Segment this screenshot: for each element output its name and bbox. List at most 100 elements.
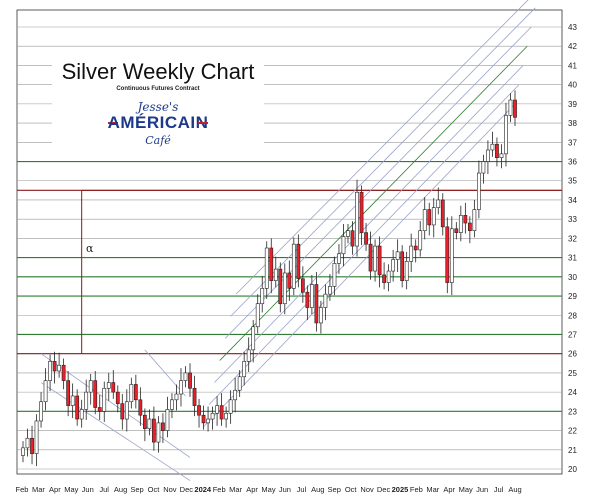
falling-channel-lower — [40, 382, 191, 481]
x-tick-label: Apr — [443, 485, 455, 494]
candle-body — [269, 247, 274, 281]
candle-body — [395, 251, 400, 260]
candle-body — [39, 401, 43, 422]
x-tick-label: Feb — [410, 485, 423, 494]
candle-body — [30, 437, 34, 454]
candle-body — [228, 399, 233, 414]
candle-body — [57, 364, 61, 372]
x-tick-label: Oct — [345, 485, 358, 494]
candle-body — [409, 245, 414, 262]
x-tick-label: Oct — [148, 485, 161, 494]
x-tick-label: Apr — [246, 485, 258, 494]
logo-bottom-text: Café — [145, 134, 171, 147]
candle-body — [273, 268, 278, 281]
candle-body — [242, 361, 247, 378]
candle-body — [440, 199, 445, 228]
candle-body — [260, 288, 265, 305]
x-tick-label: Nov — [360, 485, 374, 494]
candle-body — [79, 409, 84, 420]
y-tick-label: 31 — [568, 254, 577, 263]
y-tick-label: 35 — [568, 177, 577, 186]
candle-body — [296, 243, 301, 280]
candle-body — [25, 437, 30, 449]
candle-body — [504, 115, 508, 155]
x-tick-label: 2025 — [392, 485, 409, 494]
candle-body — [61, 364, 66, 381]
candle-body — [21, 447, 25, 456]
logo-main-text: AMÉRICAIN — [107, 113, 209, 132]
y-tick-label: 33 — [568, 215, 577, 224]
candle-body — [165, 409, 170, 431]
x-tick-label: Feb — [16, 485, 29, 494]
falling-channel-upper — [40, 353, 191, 458]
candle-body — [201, 414, 206, 424]
candle-body — [323, 293, 328, 308]
candle-body — [97, 407, 102, 412]
candle-body — [188, 372, 192, 389]
candle-body — [436, 199, 441, 208]
candle-body — [255, 303, 260, 328]
y-tick-label: 32 — [568, 234, 577, 243]
candle-body — [445, 226, 450, 283]
candle-body — [314, 284, 319, 324]
logo-red-bar-left — [108, 122, 118, 124]
candle-body — [197, 405, 201, 416]
candle-body — [75, 395, 80, 420]
x-tick-label: Feb — [213, 485, 226, 494]
candle-body — [391, 259, 396, 272]
candle-body — [291, 243, 296, 289]
x-tick-label: Apr — [49, 485, 61, 494]
candle-body — [300, 278, 305, 293]
x-tick-label: May — [261, 485, 275, 494]
candle-body — [251, 326, 256, 351]
candle-body — [233, 389, 238, 401]
candle-body — [418, 230, 423, 251]
candle-body — [156, 422, 161, 443]
candle-body — [170, 399, 174, 410]
rising-channel-line — [235, 0, 529, 295]
x-tick-label: Jun — [279, 485, 291, 494]
alpha-annotation: α — [86, 242, 94, 255]
x-tick-label: Jul — [99, 485, 109, 494]
candle-body — [246, 349, 251, 362]
y-tick-label: 22 — [568, 427, 577, 436]
y-axis: 20 21 22 23 24 25 26 27 28 29 30 31 32 33 34 35 36 37 38 39… — [568, 23, 577, 474]
x-axis: Feb Mar Apr May Jun Jul Aug Sep Oct Nov Dec 2024 Feb… — [16, 485, 522, 494]
candle-body — [328, 286, 332, 295]
candle-body — [495, 143, 499, 158]
x-tick-label: Jul — [494, 485, 504, 494]
candle-body — [34, 420, 39, 454]
rising-channel-line — [208, 84, 520, 405]
rising-channel-line — [224, 26, 532, 339]
candle-body — [111, 382, 116, 393]
candle-body — [413, 245, 418, 251]
rising-channel-line — [230, 7, 536, 317]
x-tick-label: Jun — [82, 485, 94, 494]
candle-body — [404, 261, 409, 281]
candle-body — [490, 143, 495, 151]
candle-body — [210, 412, 215, 420]
candle-body — [355, 191, 359, 247]
x-tick-label: Mar — [229, 485, 242, 494]
x-tick-label: May — [64, 485, 78, 494]
candle-body — [373, 245, 377, 272]
candle-body — [481, 161, 486, 174]
y-tick-label: 25 — [568, 369, 577, 378]
candle-body — [350, 230, 355, 247]
chart-title-box: Silver Weekly Chart Continuous Futures C… — [52, 55, 264, 155]
jesses-americain-cafe-logo: Jesse's AMÉRICAIN Café — [104, 100, 212, 152]
y-tick-label: 26 — [568, 350, 577, 359]
y-tick-label: 20 — [568, 465, 577, 474]
candle-body — [237, 376, 242, 391]
candle-body — [463, 215, 468, 224]
y-tick-label: 41 — [568, 61, 577, 70]
y-tick-label: 34 — [568, 196, 577, 205]
x-tick-label: Sep — [130, 485, 143, 494]
x-tick-label: Mar — [426, 485, 439, 494]
candle-body — [129, 384, 134, 403]
y-tick-label: 36 — [568, 158, 577, 167]
y-tick-label: 24 — [568, 388, 577, 397]
chart-subtitle: Continuous Futures Contract — [116, 86, 200, 92]
candle-body — [264, 247, 269, 289]
candle-body — [472, 209, 477, 232]
